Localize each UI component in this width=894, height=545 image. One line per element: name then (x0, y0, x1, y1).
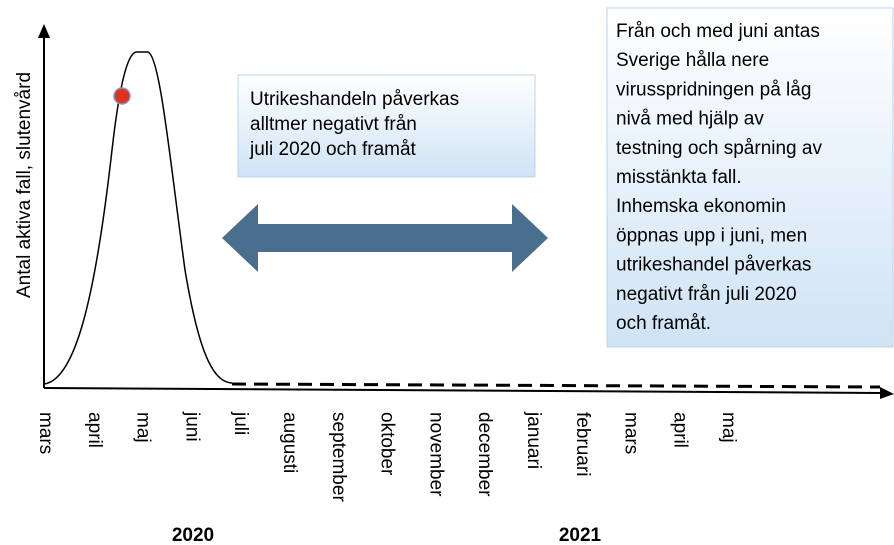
month-label: mars (621, 412, 642, 454)
y-axis-arrow (38, 24, 50, 38)
year-label: 2020 (172, 525, 214, 545)
month-label: oktober (377, 412, 398, 476)
month-label: maj (718, 412, 739, 443)
x-axis-arrow (880, 387, 894, 399)
box-text: negativt från juli 2020 (616, 284, 797, 305)
month-label: september (328, 412, 349, 502)
box-text: misstänkta fall. (616, 167, 742, 188)
box-text: juli 2020 och framåt (249, 139, 417, 160)
month-label: juli (230, 411, 251, 435)
month-label: augusti (279, 412, 300, 473)
month-label: december (474, 412, 495, 497)
box-text: och framåt. (616, 313, 711, 334)
box-text: testning och spårning av (616, 138, 822, 159)
text-box-left (237, 74, 536, 178)
y-axis-label: Antal aktiva fall, slutenvård (14, 72, 35, 298)
month-label: maj (133, 412, 154, 443)
box-text: virusspridningen på låg (616, 79, 811, 100)
box-text: Från och med juni antas (616, 21, 820, 42)
month-label: november (425, 412, 446, 497)
box-text: alltmer negativt från (250, 114, 417, 135)
box-text: Inhemska ekonomin (616, 196, 786, 217)
curve (43, 51, 233, 385)
box-text: Sverige hålla nere (616, 50, 769, 71)
month-label: juni (181, 411, 202, 442)
year-label: 2021 (559, 525, 602, 545)
month-label: februari (572, 412, 593, 476)
x-axis (43, 387, 883, 394)
double-arrow (222, 204, 548, 272)
marker (113, 87, 131, 105)
month-label: april (84, 412, 105, 448)
dashed-line (231, 382, 881, 389)
box-text: Utrikeshandeln påverkas (250, 89, 459, 110)
month-label: april (669, 412, 690, 448)
month-label: januari (523, 411, 544, 469)
month-label: mars (35, 412, 56, 454)
box-text: utrikeshandel påverkas (616, 255, 811, 276)
box-text: nivå med hjälp av (616, 109, 764, 130)
text-box-right (606, 7, 894, 348)
box-text: öppnas upp i juni, men (616, 225, 807, 246)
